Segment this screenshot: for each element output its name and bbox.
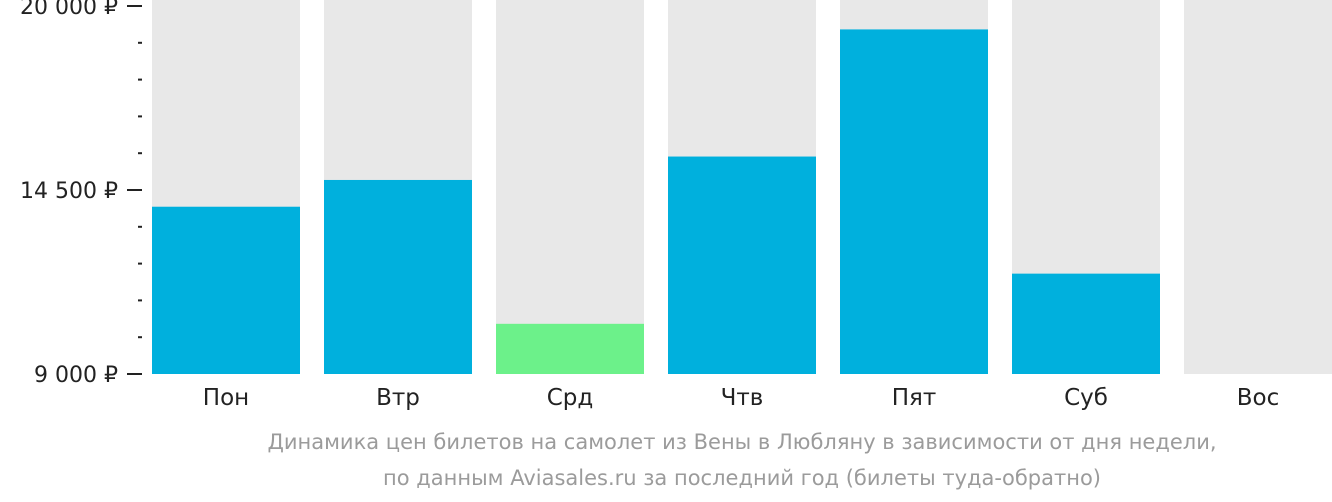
x-tick-label: Чтв xyxy=(721,385,764,411)
bar-1[interactable] xyxy=(324,179,472,374)
x-tick-label: Суб xyxy=(1064,385,1108,411)
bar-5[interactable] xyxy=(1012,273,1160,374)
price-chart: 20 000 ₽ 14 500 ₽ 9 000 ₽ Пон Втр Срд Чтв Пят С… xyxy=(20,0,1332,411)
bar-4[interactable] xyxy=(840,29,988,374)
chart-subtitle: по данным Aviasales.ru за последний год … xyxy=(383,466,1101,490)
y-tick-label: 9 000 ₽ xyxy=(34,363,118,388)
y-tick-label: 20 000 ₽ xyxy=(20,0,118,20)
x-tick-label: Срд xyxy=(547,385,594,411)
bar-0[interactable] xyxy=(152,206,300,374)
bar-2[interactable] xyxy=(496,323,644,374)
x-tick-label: Пят xyxy=(892,385,937,411)
x-tick-label: Пон xyxy=(203,385,249,411)
bar-3[interactable] xyxy=(668,156,816,374)
bars xyxy=(152,0,1332,374)
x-tick-label: Втр xyxy=(376,385,420,411)
x-axis: Пон Втр Срд Чтв Пят Суб Вос xyxy=(203,385,1279,411)
chart-title: Динамика цен билетов на самолет из Вены … xyxy=(267,430,1217,454)
bar-background xyxy=(496,0,644,374)
y-axis: 20 000 ₽ 14 500 ₽ 9 000 ₽ xyxy=(20,0,142,388)
x-tick-label: Вос xyxy=(1237,385,1280,411)
bar-background xyxy=(1184,0,1332,374)
y-tick-label: 14 500 ₽ xyxy=(20,179,118,204)
